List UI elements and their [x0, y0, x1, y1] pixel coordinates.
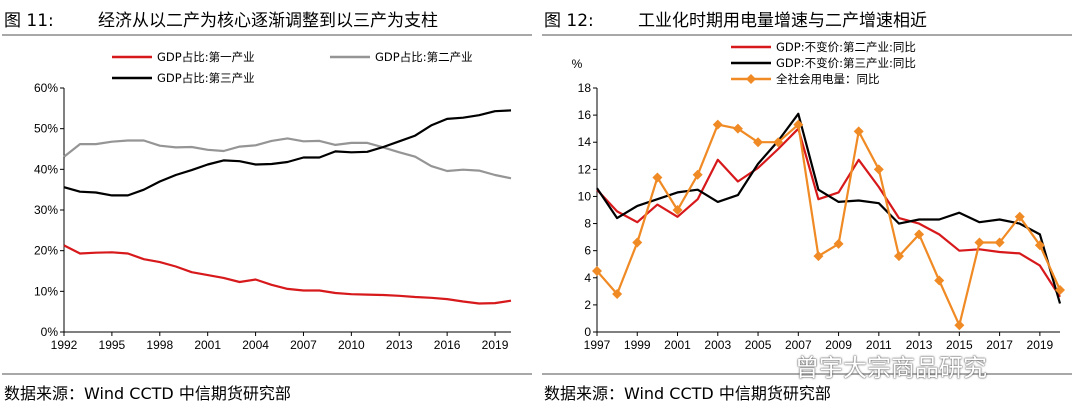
- data-point-marker: [592, 266, 602, 276]
- figure-12-source: 数据来源：Wind CCTD 中信期货研究部: [544, 384, 831, 403]
- x-tick-label: 2013: [906, 338, 933, 352]
- x-tick-label: 2016: [434, 338, 461, 352]
- data-point-marker: [732, 123, 743, 134]
- figure-12-title: 图 12: 工业化时期用电量增速与二产增速相近: [544, 6, 927, 31]
- y-tick-label: 30%: [34, 203, 58, 217]
- figure-12-panel: 图 12: 工业化时期用电量增速与二产增速相近 0 2 4 6 8 10 12 14 16 18 19…: [540, 0, 1080, 410]
- y-tick-label: 20%: [34, 244, 58, 258]
- title-divider: [2, 34, 532, 36]
- x-tick-label: 2013: [386, 338, 413, 352]
- x-tick-label: 2009: [825, 338, 852, 352]
- title-divider: [542, 34, 1072, 36]
- data-point-marker: [893, 251, 904, 262]
- figure-12-number: 图 12:: [544, 11, 594, 31]
- y-tick-label: 16: [578, 108, 592, 122]
- series-line: [596, 112, 1062, 304]
- y-tick-label: 60%: [34, 81, 58, 95]
- industry-share-chart: 0% 10% 20% 30% 40% 50% 60% 1992 1995 1998 2001 2004…: [34, 50, 512, 352]
- data-point-marker: [712, 119, 723, 130]
- x-tick-label: 2005: [745, 338, 772, 352]
- series-line: [63, 244, 512, 305]
- y-tick-label: 10%: [34, 284, 58, 298]
- y-tick-label: 0%: [41, 325, 59, 339]
- data-point-marker: [873, 164, 884, 175]
- x-tick-label: 1998: [146, 338, 173, 352]
- data-point-marker: [612, 289, 623, 300]
- data-point-marker: [1055, 284, 1065, 295]
- x-tick-label: 2001: [194, 338, 221, 352]
- legend-label: GDP占比:第二产业: [375, 50, 473, 64]
- y-tick-label: 14: [578, 135, 592, 149]
- x-tick-label: 1992: [51, 338, 78, 352]
- x-tick-label: 2003: [704, 338, 731, 352]
- series-line: [596, 123, 1062, 327]
- x-tick-label: 2017: [986, 338, 1013, 352]
- y-axis-unit-label: %: [572, 57, 583, 71]
- x-tick-label: 2011: [866, 338, 892, 352]
- y-tick-label: 8: [584, 217, 591, 231]
- x-tick-label: 1999: [624, 338, 651, 352]
- growth-rate-chart: 0 2 4 6 8 10 12 14 16 18 1997 1999 2001 2003 2005 2007 2…: [572, 40, 1065, 352]
- data-point-marker: [974, 237, 985, 248]
- legend-label: 全社会用电量：同比: [776, 72, 880, 86]
- y-tick-label: 10: [578, 189, 592, 203]
- x-tick-label: 2019: [1027, 338, 1054, 352]
- figure-12-title-text: 工业化时期用电量增速与二产增速相近: [638, 11, 927, 31]
- y-tick-label: 6: [584, 244, 591, 258]
- legend-label: GDP占比:第一产业: [157, 50, 255, 64]
- x-tick-label: 2010: [338, 338, 365, 352]
- x-tick-label: 2001: [664, 338, 691, 352]
- x-tick-label: 2007: [785, 338, 812, 352]
- data-point-marker: [793, 119, 804, 130]
- figure-11-panel: 图 11: 经济从以二产为核心逐渐调整到以三产为支柱 0% 10% 20% 30% 40%…: [2, 6, 532, 403]
- y-tick-label: 50%: [34, 122, 58, 136]
- watermark: 曾宇大宗商品研究: [795, 354, 987, 382]
- figure-11-source: 数据来源：Wind CCTD 中信期货研究部: [4, 384, 291, 403]
- x-tick-label: 1995: [99, 338, 126, 352]
- series-line: [63, 109, 512, 197]
- data-point-marker: [994, 237, 1005, 248]
- legend-label: GDP占比:第三产业: [157, 71, 255, 85]
- data-point-marker: [934, 275, 945, 286]
- data-point-marker: [833, 238, 844, 249]
- x-tick-label: 2004: [242, 338, 269, 352]
- legend-label: GDP:不变价:第三产业:同比: [776, 56, 916, 70]
- data-point-marker: [1014, 211, 1025, 222]
- y-tick-label: 12: [578, 162, 592, 176]
- data-point-marker: [672, 205, 683, 215]
- y-tick-label: 18: [578, 81, 592, 95]
- data-point-marker: [632, 237, 643, 248]
- figure-11-number: 图 11:: [4, 11, 54, 31]
- data-point-marker: [773, 137, 784, 148]
- x-tick-label: 2007: [290, 338, 317, 352]
- figure-11-title: 图 11: 经济从以二产为核心逐渐调整到以三产为支柱: [4, 6, 438, 31]
- source-divider: [542, 373, 1072, 375]
- y-tick-label: 0: [584, 325, 591, 339]
- data-point-marker: [652, 172, 663, 183]
- data-point-marker: [1034, 240, 1045, 251]
- figure-11-title-text: 经济从以二产为核心逐渐调整到以三产为支柱: [98, 11, 438, 31]
- data-point-marker: [853, 126, 864, 137]
- source-divider: [2, 373, 532, 375]
- data-point-marker: [954, 320, 965, 331]
- y-tick-label: 40%: [34, 162, 58, 176]
- series-line: [63, 137, 512, 180]
- y-tick-label: 4: [584, 271, 591, 285]
- data-point-marker: [753, 137, 764, 148]
- legend-marker: [746, 74, 756, 84]
- x-tick-label: 1997: [584, 338, 611, 352]
- data-point-marker: [813, 251, 824, 262]
- y-tick-label: 2: [584, 298, 591, 312]
- x-tick-label: 2019: [482, 338, 509, 352]
- legend-label: GDP:不变价:第二产业:同比: [776, 40, 916, 54]
- data-point-marker: [914, 229, 925, 240]
- x-tick-label: 2015: [946, 338, 973, 352]
- data-point-marker: [692, 169, 703, 180]
- series-line: [596, 127, 1061, 298]
